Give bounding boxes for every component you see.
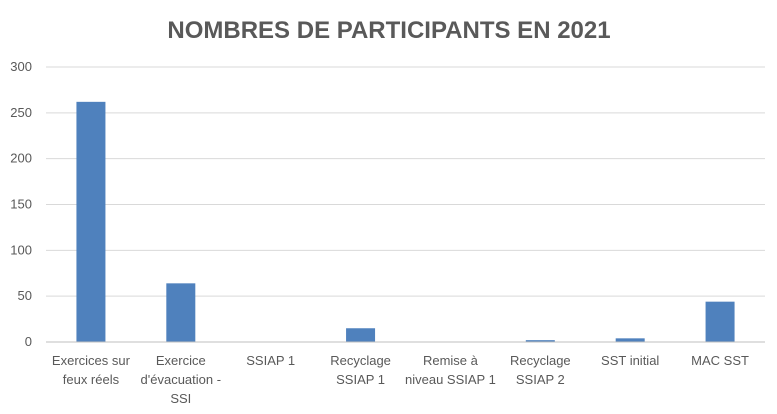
x-category-label: Exercices sur feux réels <box>52 353 131 387</box>
chart-title: NOMBRES DE PARTICIPANTS EN 2021 <box>167 17 610 44</box>
bar <box>346 328 376 342</box>
x-category-label-line: MAC SST <box>691 353 749 368</box>
y-axis-ticks: 0 50 100 150 200 250 300 <box>10 59 32 349</box>
x-category-label-line: niveau SSIAP 1 <box>405 372 496 387</box>
x-category-label: MAC SST <box>691 353 749 368</box>
x-category-label-line: SSI <box>170 391 191 406</box>
y-tick-label: 0 <box>25 334 32 349</box>
x-category-label-line: Exercice <box>156 353 206 368</box>
x-category-label-line: Exercices sur <box>52 353 131 368</box>
x-axis-labels: Exercices sur feux réels Exercice d'évacuat… <box>52 353 749 406</box>
x-category-label: SST initial <box>601 353 659 368</box>
bar <box>705 301 735 342</box>
x-category-label: Exercice d'évacuation - SSI <box>141 353 222 406</box>
y-tick-label: 100 <box>10 242 32 257</box>
bar <box>166 283 196 342</box>
x-category-label-line: feux réels <box>63 372 120 387</box>
x-category-label-line: SSIAP 2 <box>516 372 565 387</box>
bar <box>615 338 645 342</box>
x-category-label-line: SSIAP 1 <box>336 372 385 387</box>
bars <box>76 101 735 342</box>
y-tick-label: 150 <box>10 197 32 212</box>
x-category-label: Recyclage SSIAP 2 <box>510 353 571 387</box>
bar <box>525 340 555 342</box>
x-category-label-line: Recyclage <box>330 353 391 368</box>
x-category-label: Remise à niveau SSIAP 1 <box>405 353 496 387</box>
x-category-label: Recyclage SSIAP 1 <box>330 353 391 387</box>
x-category-label-line: d'évacuation - <box>141 372 222 387</box>
gridlines <box>46 66 765 297</box>
x-category-label-line: SSIAP 1 <box>246 353 295 368</box>
x-category-label-line: Recyclage <box>510 353 571 368</box>
y-tick-label: 50 <box>18 288 32 303</box>
y-tick-label: 300 <box>10 59 32 74</box>
x-category-label: SSIAP 1 <box>246 353 295 368</box>
x-category-label-line: SST initial <box>601 353 659 368</box>
y-tick-label: 200 <box>10 151 32 166</box>
x-category-label-line: Remise à <box>423 353 479 368</box>
y-tick-label: 250 <box>10 105 32 120</box>
bar <box>76 101 106 342</box>
